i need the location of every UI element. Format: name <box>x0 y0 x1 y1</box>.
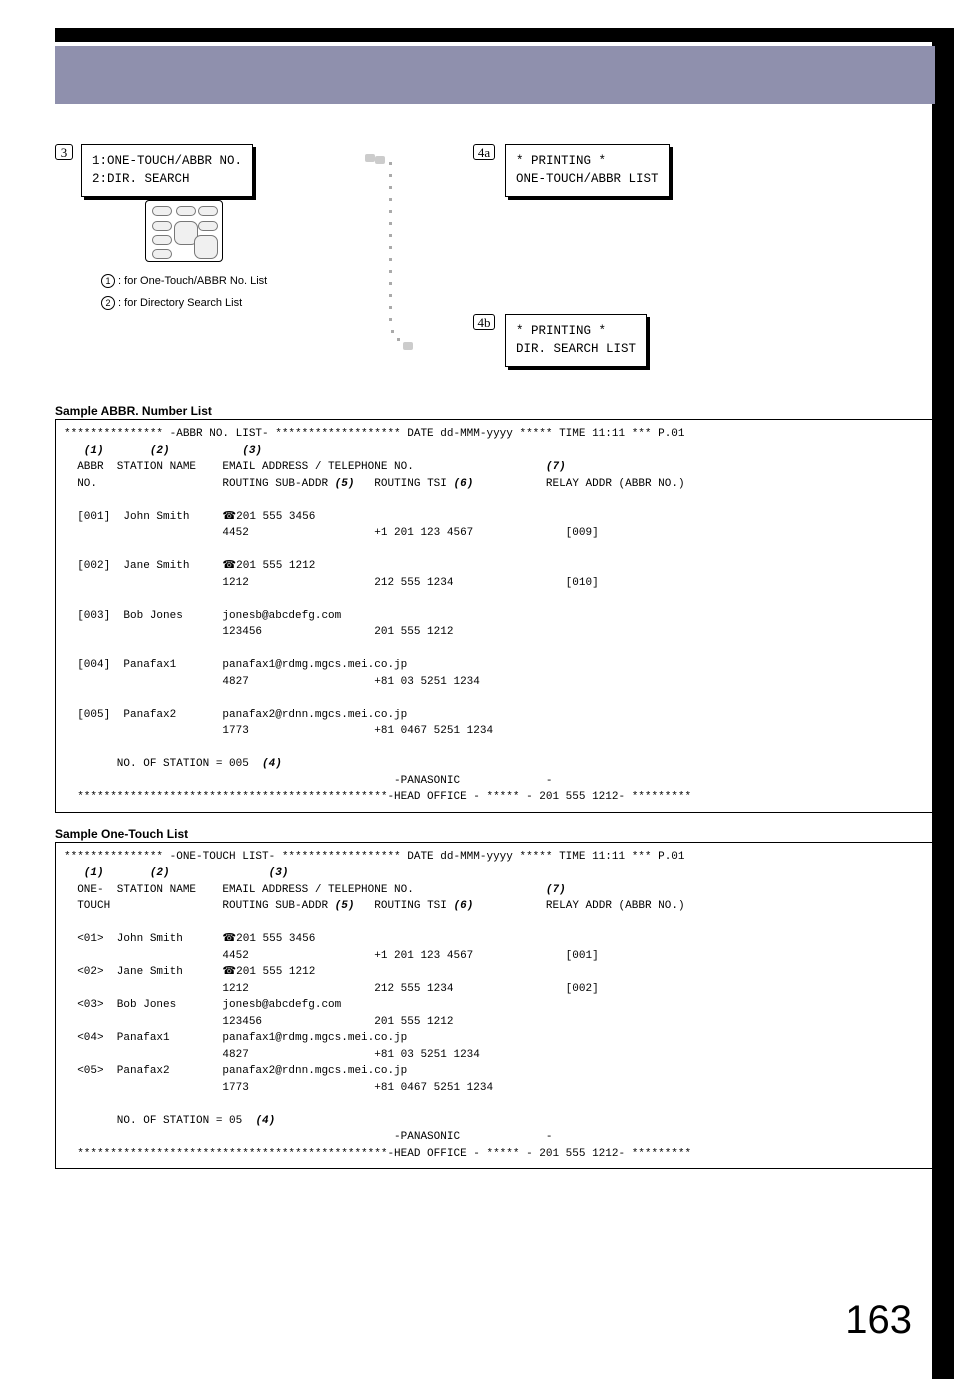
abbr-list-heading: Sample ABBR. Number List <box>55 404 935 418</box>
abbr-footer-line: ****************************************… <box>64 791 691 803</box>
abbr-col-markers: (1) (2) (3) <box>64 445 262 457</box>
option-1-line: 1 : for One-Touch/ABBR No. List <box>101 274 267 288</box>
lcd4a-line2: ONE-TOUCH/ABBR LIST <box>516 172 659 186</box>
table-row: <04> Panafax1 panafax1@rdmg.mgcs.mei.co.… <box>64 1032 407 1044</box>
table-row: <02> Jane Smith ☎201 555 1212 <box>64 966 315 978</box>
abbr-footer-count: NO. OF STATION = 005 (4) <box>64 758 282 770</box>
table-row: 1773 +81 0467 5251 1234 <box>64 1082 493 1094</box>
table-row: 4452 +1 201 123 4567 [001] <box>64 950 599 962</box>
option-2-text: : for Directory Search List <box>115 297 242 309</box>
option-2-line: 2 : for Directory Search List <box>101 296 242 310</box>
table-row: [004] Panafax1 panafax1@rdmg.mgcs.mei.co… <box>64 659 407 671</box>
lcd-display-4b: * PRINTING * DIR. SEARCH LIST <box>505 314 647 367</box>
ot-footer-count: NO. OF STATION = 05 (4) <box>64 1115 275 1127</box>
ot-footer-line: ****************************************… <box>64 1148 691 1160</box>
abbr-col-head-2: NO. ROUTING SUB-ADDR (5) ROUTING TSI (6)… <box>64 478 685 490</box>
ot-footer-name: -PANASONIC - <box>64 1131 552 1143</box>
step-number-4b: 4b <box>473 314 495 330</box>
table-row: 1773 +81 0467 5251 1234 <box>64 725 493 737</box>
abbr-header-line: *************** -ABBR NO. LIST- ********… <box>64 428 685 440</box>
table-row: [002] Jane Smith ☎201 555 1212 <box>64 560 315 572</box>
table-row: <05> Panafax2 panafax2@rdnn.mgcs.mei.co.… <box>64 1065 407 1077</box>
steps-area: 3 1:ONE-TOUCH/ABBR NO. 2:DIR. SEARCH 1 :… <box>55 144 935 394</box>
table-row: <03> Bob Jones jonesb@abcdefg.com <box>64 999 341 1011</box>
abbr-footer-name: -PANASONIC - <box>64 775 552 787</box>
table-row: 4827 +81 03 5251 1234 <box>64 1049 480 1061</box>
table-row: 4827 +81 03 5251 1234 <box>64 676 480 688</box>
table-row: 123456 201 555 1212 <box>64 1016 453 1028</box>
ot-col-head-1: ONE- STATION NAME EMAIL ADDRESS / TELEPH… <box>64 884 566 896</box>
side-tab-bar <box>932 28 954 1379</box>
option-1-text: : for One-Touch/ABBR No. List <box>115 275 267 287</box>
table-row: [001] John Smith ☎201 555 3456 <box>64 511 315 523</box>
lcd4a-line1: * PRINTING * <box>516 154 606 168</box>
header-black-stripe <box>55 28 935 42</box>
step-number-4a: 4a <box>473 144 495 160</box>
dots-path-icon <box>365 154 465 374</box>
ot-col-head-2: TOUCH ROUTING SUB-ADDR (5) ROUTING TSI (… <box>64 900 685 912</box>
table-row: <01> John Smith ☎201 555 3456 <box>64 933 315 945</box>
lcd3-line2: 2:DIR. SEARCH <box>92 172 190 186</box>
header-grey-banner <box>55 46 935 104</box>
table-row: 4452 +1 201 123 4567 [009] <box>64 527 599 539</box>
abbr-list-printout: *************** -ABBR NO. LIST- ********… <box>55 419 935 813</box>
table-row: 123456 201 555 1212 <box>64 626 453 638</box>
onetouch-list-printout: *************** -ONE-TOUCH LIST- *******… <box>55 842 935 1170</box>
keypad-icon <box>145 200 223 262</box>
lcd3-line1: 1:ONE-TOUCH/ABBR NO. <box>92 154 242 168</box>
table-row: [003] Bob Jones jonesb@abcdefg.com <box>64 610 341 622</box>
circled-2-icon: 2 <box>101 296 115 310</box>
onetouch-list-heading: Sample One-Touch List <box>55 827 935 841</box>
table-row: 1212 212 555 1234 [002] <box>64 983 599 995</box>
table-row: 1212 212 555 1234 [010] <box>64 577 599 589</box>
lcd4b-line2: DIR. SEARCH LIST <box>516 342 636 356</box>
table-row: [005] Panafax2 panafax2@rdnn.mgcs.mei.co… <box>64 709 407 721</box>
circled-1-icon: 1 <box>101 274 115 288</box>
abbr-col-head-1: ABBR STATION NAME EMAIL ADDRESS / TELEPH… <box>64 461 566 473</box>
lcd4b-line1: * PRINTING * <box>516 324 606 338</box>
ot-header-line: *************** -ONE-TOUCH LIST- *******… <box>64 851 685 863</box>
ot-col-markers: (1) (2) (3) <box>64 867 288 879</box>
lcd-display-3: 1:ONE-TOUCH/ABBR NO. 2:DIR. SEARCH <box>81 144 253 197</box>
lcd-display-4a: * PRINTING * ONE-TOUCH/ABBR LIST <box>505 144 670 197</box>
page-number: 163 <box>845 1298 912 1343</box>
step-number-3: 3 <box>55 144 73 160</box>
